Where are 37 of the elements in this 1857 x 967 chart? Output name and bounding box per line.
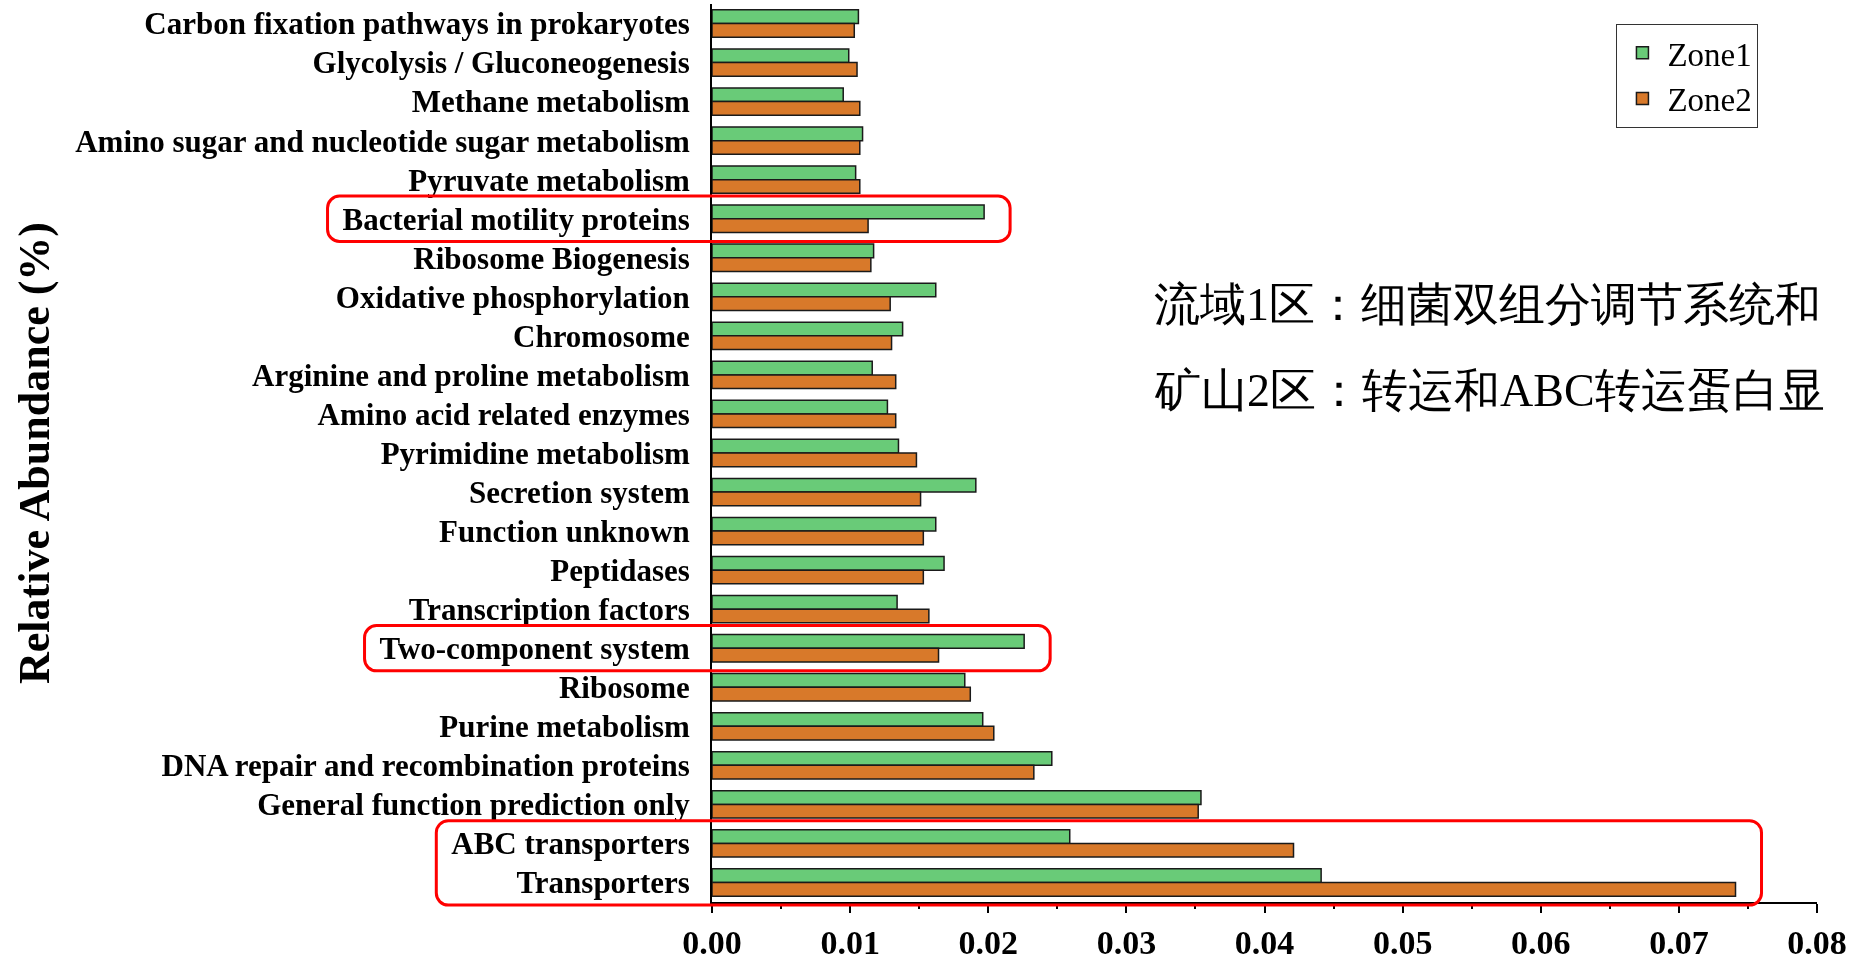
y-tick-label: Arginine and proline metabolism: [252, 357, 690, 393]
x-tick-label: 0.07: [1649, 923, 1709, 961]
y-tick-label: Transporters: [516, 865, 690, 901]
y-tick-label: Oxidative phosphorylation: [335, 279, 690, 315]
y-tick-label: Transcription factors: [408, 592, 690, 628]
x-tick-label: 0.08: [1787, 923, 1847, 961]
legend-label: Zone1: [1667, 36, 1752, 73]
x-tick-label: 0.03: [1096, 923, 1157, 961]
y-tick-label: Bacterial motility proteins: [342, 201, 690, 237]
annotation: 矿山2区：转运和ABC转运蛋白显: [1154, 365, 1825, 416]
x-tick-label: 0.00: [682, 923, 742, 961]
y-tick-label: Chromosome: [513, 318, 690, 354]
y-tick-label: Two-component system: [379, 631, 690, 667]
y-tick-label: ABC transporters: [451, 826, 690, 862]
x-tick-label: 0.06: [1511, 923, 1571, 961]
x-tick-label: 0.05: [1372, 923, 1433, 961]
y-axis-title: Relative Abundance (%): [9, 222, 59, 684]
y-tick-label: Amino acid related enzymes: [317, 396, 690, 432]
y-tick-label: Function unknown: [439, 513, 690, 549]
y-tick-label: Purine metabolism: [439, 709, 690, 745]
y-tick-label: Ribosome Biogenesis: [413, 240, 690, 276]
y-tick-label: Pyruvate metabolism: [408, 162, 690, 198]
y-tick-label: General function prediction only: [257, 787, 691, 823]
y-tick-label: Amino sugar and nucleotide sugar metabolism: [75, 123, 690, 159]
y-tick-label: Ribosome: [558, 670, 690, 706]
y-tick-label: Carbon fixation pathways in prokaryotes: [144, 6, 690, 42]
legend-label: Zone2: [1667, 82, 1752, 119]
y-tick-label: Pyrimidine metabolism: [380, 435, 690, 471]
y-tick-label: Glycolysis / Gluconeogenesis: [312, 45, 690, 81]
x-tick-label: 0.02: [958, 923, 1018, 961]
annotation: 流域1区：细菌双组分调节系统和: [1154, 279, 1821, 330]
y-tick-label: DNA repair and recombination proteins: [161, 748, 690, 784]
y-tick-label: Peptidases: [550, 552, 690, 588]
y-tick-label: Methane metabolism: [411, 84, 690, 120]
x-tick-label: 0.01: [820, 923, 880, 961]
x-tick-label: 0.04: [1234, 923, 1295, 961]
y-tick-label: Secretion system: [469, 474, 690, 510]
